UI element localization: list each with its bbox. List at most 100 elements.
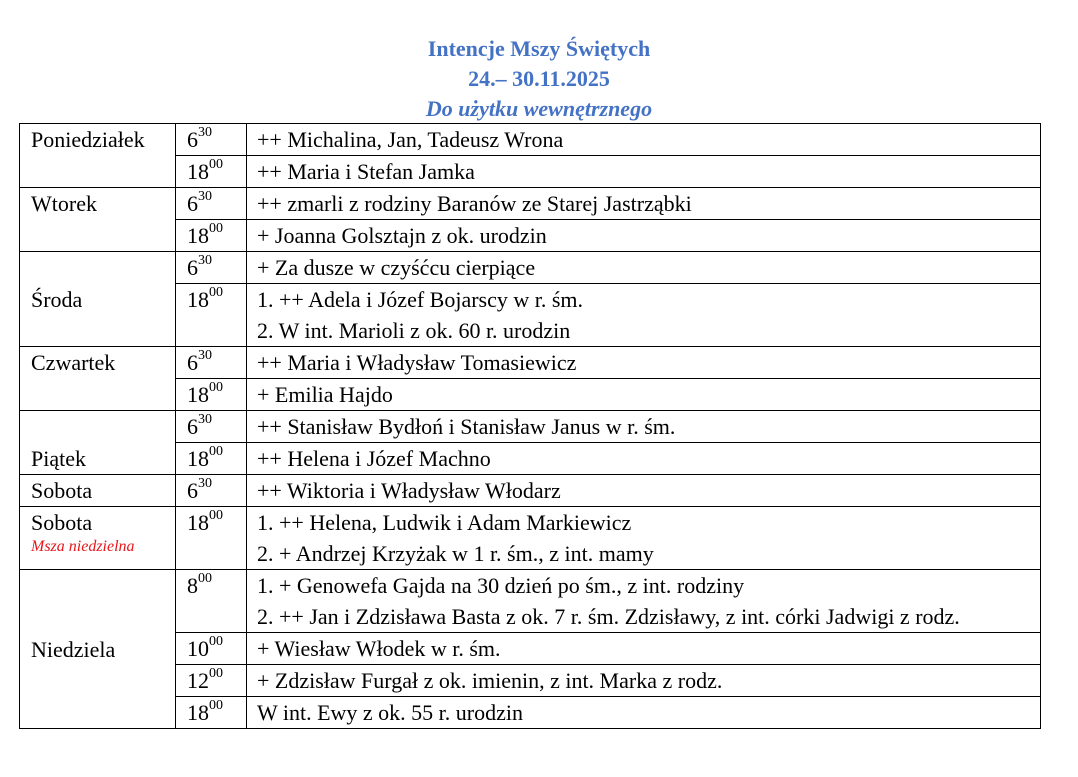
mass-row: Czwartek 630 ++ Maria i Władysław Tomasiew… — [19, 346, 1041, 411]
mass-row: 1000 + Wiesław Włodek w r. śm. — [20, 632, 1041, 665]
mass-time: 1800 — [175, 283, 247, 347]
mass-time: 1800 — [175, 506, 247, 570]
day-name: Wtorek — [31, 191, 97, 216]
intention-cell: ++ Maria i Władysław Tomasiewicz — [246, 346, 1041, 379]
intention-text: 2. ++ Jan i Zdzisława Basta z ok. 7 r. ś… — [257, 604, 960, 629]
time-minutes: 00 — [209, 157, 223, 172]
mass-intentions-table: Poniedziałek 630 ++ Michalina, Jan, Tadeus… — [19, 123, 1041, 729]
time-hour: 8 — [187, 573, 198, 598]
day-cell: Niedziela — [19, 569, 176, 729]
intention-text: + Joanna Golsztajn z ok. urodzin — [257, 223, 547, 248]
document-subtitle: Do użytku wewnętrznego — [425, 96, 653, 121]
time-hour: 18 — [187, 700, 209, 725]
mass-time: 1800 — [175, 219, 247, 252]
time-hour: 10 — [187, 636, 209, 661]
time-hour: 18 — [187, 382, 209, 407]
intention-cell: + Emilia Hajdo — [246, 378, 1041, 411]
mass-time: 1800 — [175, 442, 247, 475]
mass-row: 1800 1. ++ Adela i Józef Bojarscy w r. śm… — [20, 283, 1041, 347]
intention-cell: + Zdzisław Furgał z ok. imienin, z int. … — [246, 664, 1041, 697]
mass-time: 1800 — [175, 378, 247, 411]
intention-text: + Zdzisław Furgał z ok. imienin, z int. … — [257, 668, 723, 693]
day-name: Czwartek — [31, 350, 116, 375]
time-minutes: 30 — [198, 125, 212, 140]
day-cell: Sobota — [19, 474, 176, 507]
mass-time: 630 — [175, 410, 247, 443]
intention-cell: + Za dusze w czyśćcu cierpiące — [246, 251, 1041, 284]
mass-row: 1800 W int. Ewy z ok. 55 r. urodzin — [20, 696, 1041, 729]
day-cell: Piątek — [19, 410, 176, 475]
mass-time: 630 — [175, 123, 247, 156]
time-minutes: 00 — [209, 380, 223, 395]
time-hour: 18 — [187, 159, 209, 184]
mass-row: Sobota 630 ++ Wiktoria i Władysław Włodarz — [19, 474, 1041, 507]
time-minutes: 00 — [209, 698, 223, 713]
intention-cell: ++ Helena i Józef Machno — [246, 442, 1041, 475]
mass-row: 1800 ++ Helena i Józef Machno — [20, 442, 1041, 475]
day-name: Sobota — [31, 510, 93, 535]
intention-text: 1. + Genowefa Gajda na 30 dzień po śm., … — [257, 573, 745, 598]
mass-row: Piątek 630 ++ Stanisław Bydłoń i Stanisław… — [19, 410, 1041, 475]
mass-row: Poniedziałek 630 ++ Michalina, Jan, Tadeus… — [19, 123, 1041, 188]
mass-row: Sobota Msza niedzielna 1800 1. ++ Helena, L… — [19, 506, 1041, 570]
intention-cell: + Joanna Golsztajn z ok. urodzin — [246, 219, 1041, 252]
day-cell: Środa — [19, 251, 176, 347]
day-cell: Czwartek — [19, 346, 176, 411]
day-note: Msza niedzielna — [31, 538, 135, 555]
mass-time: 1000 — [175, 632, 247, 665]
time-minutes: 30 — [198, 476, 212, 491]
intention-text: 2. W int. Marioli z ok. 60 r. urodzin — [257, 318, 571, 343]
intention-text: 1. ++ Adela i Józef Bojarscy w r. śm. — [257, 287, 584, 312]
time-minutes: 00 — [209, 634, 223, 649]
intention-cell: ++ Stanisław Bydłoń i Stanisław Janus w … — [246, 410, 1041, 443]
time-minutes: 00 — [209, 221, 223, 236]
intention-text: 2. + Andrzej Krzyżak w 1 r. śm., z int. … — [257, 541, 654, 566]
time-minutes: 00 — [198, 571, 212, 586]
time-hour: 6 — [187, 255, 198, 280]
intention-text: + Wiesław Włodek w r. śm. — [257, 636, 501, 661]
day-name: Środa — [31, 286, 83, 312]
time-minutes: 00 — [209, 285, 223, 300]
intention-cell: + Wiesław Włodek w r. śm. — [246, 632, 1041, 665]
mass-row: 1200 + Zdzisław Furgał z ok. imienin, z i… — [20, 664, 1041, 697]
intention-cell: W int. Ewy z ok. 55 r. urodzin — [246, 696, 1041, 729]
time-hour: 6 — [187, 350, 198, 375]
intention-cell: ++ Maria i Stefan Jamka — [246, 155, 1041, 188]
time-minutes: 00 — [209, 508, 223, 523]
intention-text: ++ zmarli z rodziny Baranów ze Starej Ja… — [257, 191, 692, 216]
mass-time: 630 — [175, 187, 247, 220]
intention-text: W int. Ewy z ok. 55 r. urodzin — [257, 700, 523, 725]
time-hour: 18 — [187, 510, 209, 535]
day-name: Niedziela — [31, 636, 116, 662]
time-hour: 6 — [187, 478, 198, 503]
time-minutes: 30 — [198, 412, 212, 427]
mass-row: 1800 + Joanna Golsztajn z ok. urodzin — [20, 219, 1041, 252]
time-hour: 6 — [187, 414, 198, 439]
intention-cell: 1. ++ Helena, Ludwik i Adam Markiewicz 2.… — [246, 506, 1041, 570]
intention-text: ++ Helena i Józef Machno — [257, 446, 491, 471]
intention-cell: ++ Michalina, Jan, Tadeusz Wrona — [246, 123, 1041, 156]
mass-row: 1800 + Emilia Hajdo — [20, 378, 1041, 411]
time-hour: 18 — [187, 446, 209, 471]
time-hour: 6 — [187, 127, 198, 152]
day-name: Piątek — [31, 446, 86, 471]
intention-cell: 1. ++ Adela i Józef Bojarscy w r. śm. 2. … — [246, 283, 1041, 347]
intention-text: ++ Michalina, Jan, Tadeusz Wrona — [257, 127, 564, 152]
time-minutes: 30 — [198, 348, 212, 363]
mass-time: 1200 — [175, 664, 247, 697]
time-hour: 18 — [187, 223, 209, 248]
time-minutes: 30 — [198, 253, 212, 268]
intention-cell: ++ zmarli z rodziny Baranów ze Starej Ja… — [246, 187, 1041, 220]
intention-text: ++ Maria i Stefan Jamka — [257, 159, 475, 184]
day-name: Poniedziałek — [31, 127, 145, 152]
document-title: Intencje Mszy Świętych — [427, 36, 651, 61]
time-hour: 12 — [187, 668, 209, 693]
mass-time: 630 — [175, 474, 247, 507]
intention-text: + Za dusze w czyśćcu cierpiące — [257, 255, 536, 280]
intention-text: ++ Wiktoria i Władysław Włodarz — [257, 478, 561, 503]
mass-time: 1800 — [175, 696, 247, 729]
mass-time: 800 — [175, 569, 247, 633]
mass-row: Wtorek 630 ++ zmarli z rodziny Baranów ze … — [19, 187, 1041, 252]
mass-row: Niedziela 800 1. + Genowefa Gajda na 30 dz… — [19, 569, 1041, 729]
intention-text: ++ Maria i Władysław Tomasiewicz — [257, 350, 577, 375]
